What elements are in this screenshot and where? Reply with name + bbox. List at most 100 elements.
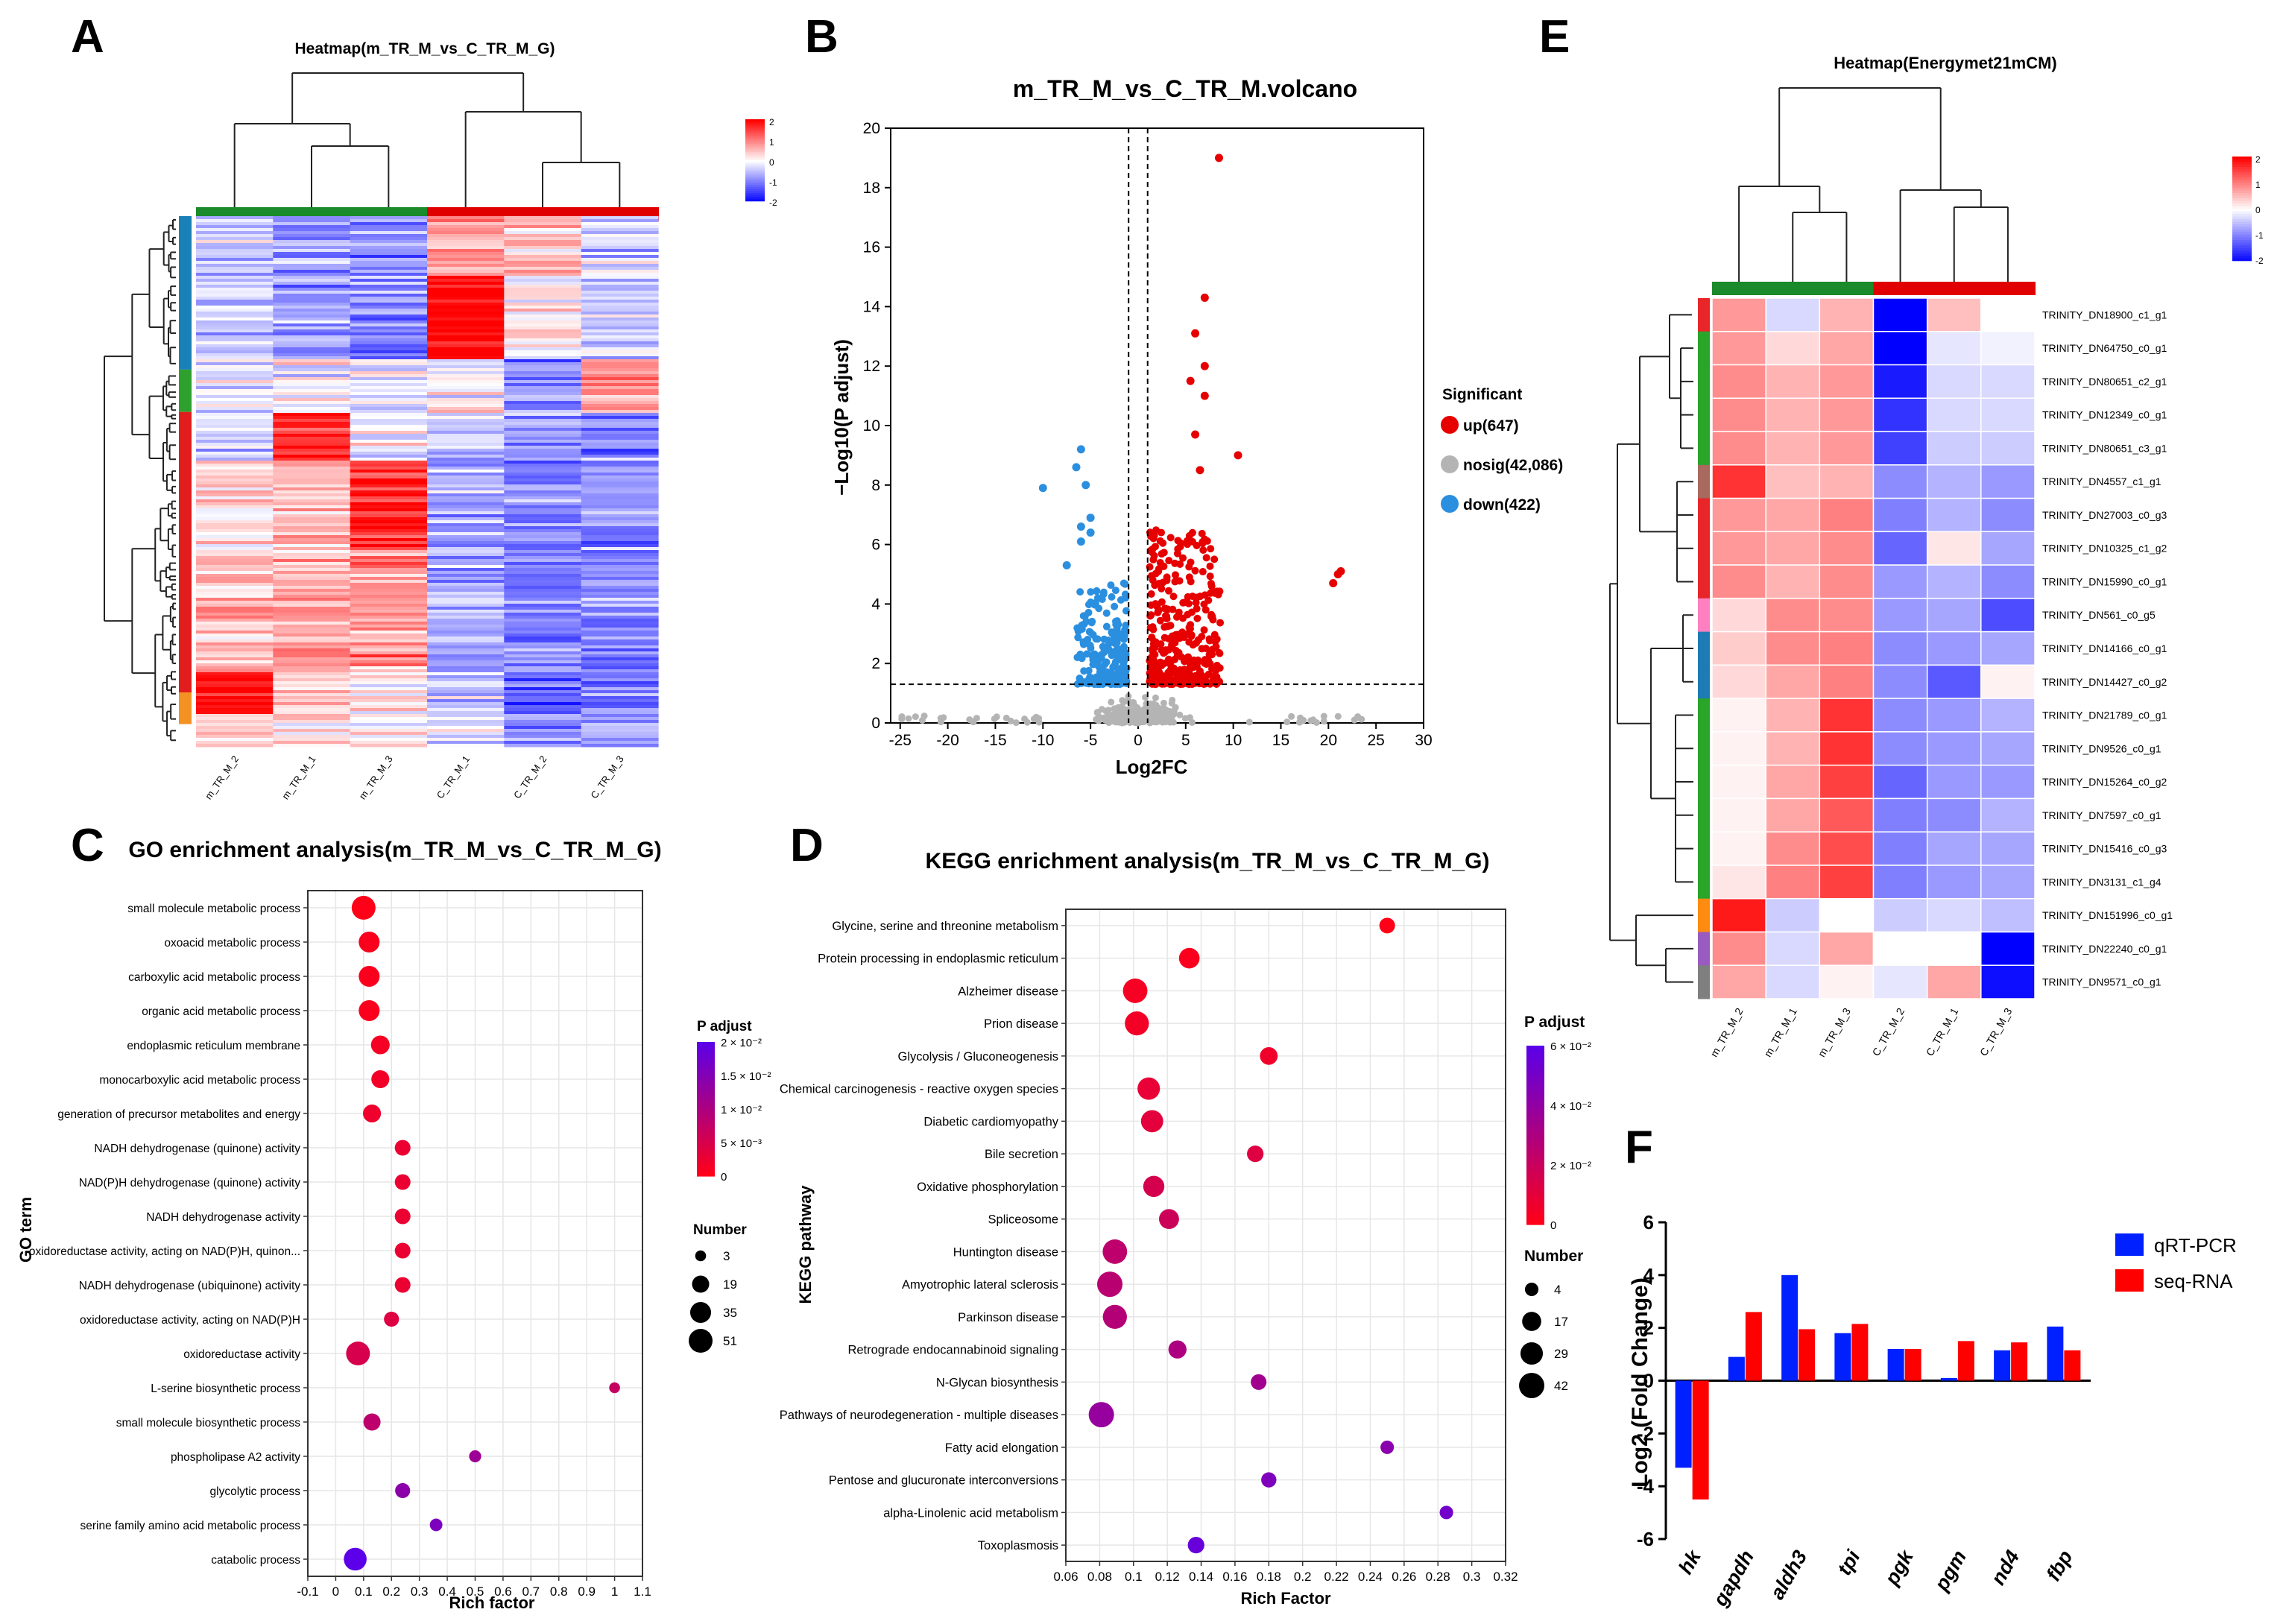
- heatmap-a-cell: [350, 261, 428, 265]
- heatmap-a-cell: [350, 583, 428, 587]
- heatmap-a-cell: [350, 437, 428, 440]
- heatmap-a-cell: [581, 595, 659, 598]
- heatmap-a-cell: [581, 583, 659, 587]
- heatmap-a-cell: [196, 544, 274, 548]
- point-down: [1076, 588, 1084, 596]
- padj-colorbar-segment: [697, 1098, 715, 1101]
- heatmap-a-cell: [196, 398, 274, 402]
- heatmap-a-cell: [581, 410, 659, 414]
- heatmap-a-cell: [273, 687, 351, 691]
- heatmap-a-cell: [196, 216, 274, 220]
- heatmap-a-cell: [350, 741, 428, 745]
- term-dot: [1140, 1110, 1163, 1133]
- heatmap-a-cell: [273, 389, 351, 393]
- heatmap-a-cell: [581, 455, 659, 458]
- heatmap-a-cell: [427, 490, 505, 494]
- heatmap-a-cell: [350, 636, 428, 640]
- term-label: L-serine biosynthetic process: [151, 1383, 300, 1395]
- row-cluster-bar: [179, 411, 192, 692]
- heatmap-a-cell: [196, 347, 274, 351]
- size-legend-dot: [689, 1329, 713, 1353]
- heatmap-a-cell: [196, 285, 274, 288]
- heatmap-a-cell: [350, 413, 428, 417]
- heatmap-e-cell: [1872, 598, 1928, 633]
- size-legend-label: 29: [1554, 1347, 1568, 1361]
- group-bar-cell: [1980, 282, 2036, 295]
- heatmap-a-cell: [427, 628, 505, 631]
- heatmap-a-cell: [196, 329, 274, 333]
- heatmap-a-cell: [504, 222, 582, 226]
- heatmap-a-cell: [196, 502, 274, 506]
- point-up: [1166, 622, 1175, 630]
- bar-seq-RNA: [2064, 1350, 2081, 1381]
- heatmap-a-cell: [196, 323, 274, 327]
- point-nosig: [1160, 704, 1167, 712]
- point-down: [1076, 522, 1085, 531]
- padj-colorbar-segment: [697, 1069, 715, 1072]
- heatmap-a-cell: [504, 326, 582, 330]
- heatmap-a-cell: [350, 315, 428, 318]
- heatmap-a-cell: [581, 371, 659, 375]
- group-bar-cell: [1712, 282, 1767, 295]
- heatmap-a-cell: [350, 628, 428, 631]
- point-nosig: [1245, 718, 1253, 726]
- point-nosig: [1320, 718, 1327, 725]
- heatmap-a-cell: [350, 386, 428, 390]
- padj-colorbar-segment: [697, 1051, 715, 1054]
- heatmap-a-cell: [350, 487, 428, 491]
- heatmap-a-cell: [427, 619, 505, 622]
- heatmap-a-cell: [427, 577, 505, 581]
- gene-label: TRINITY_DN80651_c2_g1: [2042, 376, 2167, 388]
- heatmap-a-cell: [273, 377, 351, 381]
- heatmap-a-cell: [350, 285, 428, 288]
- heatmap-a-cell: [427, 654, 505, 658]
- heatmap-a-cell: [273, 368, 351, 372]
- heatmap-a-cell: [196, 696, 274, 700]
- heatmap-a-cell: [273, 505, 351, 509]
- padj-colorbar-segment: [1526, 1111, 1544, 1115]
- term-dot: [1122, 978, 1148, 1003]
- term-label: serine family amino acid metabolic proce…: [80, 1520, 301, 1532]
- heatmap-e-cell: [1872, 664, 1928, 699]
- bar-legend-label: seq-RNA: [2154, 1270, 2233, 1292]
- term-dot: [1125, 1011, 1149, 1036]
- padj-colorbar-segment: [697, 1163, 715, 1166]
- heatmap-a-cell: [581, 350, 659, 354]
- heatmap-a-cell: [273, 386, 351, 390]
- heatmap-a-cell: [581, 642, 659, 646]
- heatmap-a-cell: [273, 338, 351, 342]
- padj-colorbar-segment: [1526, 1174, 1544, 1178]
- heatmap-a-cell: [427, 461, 505, 464]
- row-cluster-bar: [1698, 731, 1710, 766]
- heatmap-a-cell: [196, 610, 274, 613]
- padj-colorbar-segment: [697, 1134, 715, 1137]
- term-label: Pathways of neurodegeneration - multiple…: [780, 1409, 1058, 1422]
- point-up: [1161, 675, 1169, 683]
- volcano-xlabel: Log2FC: [1116, 756, 1188, 778]
- heatmap-a-cell: [581, 523, 659, 527]
- heatmap-e-cell: [1765, 564, 1821, 599]
- heatmap-a-cell: [427, 744, 505, 748]
- padj-colorbar-segment: [1526, 1117, 1544, 1121]
- heatmap-e-cell: [1819, 598, 1875, 633]
- colorbar-e-tick: 1: [2255, 180, 2261, 190]
- heatmap-a-cell: [427, 565, 505, 569]
- heatmap-a-cell: [350, 619, 428, 622]
- heatmap-e-cell: [1872, 764, 1928, 800]
- point-down: [1073, 654, 1081, 662]
- heatmap-a-cell: [504, 738, 582, 742]
- point-up: [1196, 593, 1204, 601]
- heatmap-a-cell: [350, 452, 428, 455]
- heatmap-a-cell: [504, 484, 582, 488]
- heatmap-a-cell: [196, 484, 274, 488]
- point-up: [1336, 567, 1345, 576]
- heatmap-a-cell: [350, 726, 428, 730]
- heatmap-a-cell: [350, 458, 428, 461]
- heatmap-a-cell: [427, 562, 505, 566]
- heatmap-a-cell: [581, 246, 659, 250]
- heatmap-a-cell: [427, 535, 505, 539]
- dotplot-xtick-label: 0.7: [522, 1584, 540, 1599]
- go-colorbar-title: P adjust: [697, 1019, 752, 1034]
- colorbar-a-segment: [745, 137, 765, 140]
- heatmap-a-cell: [273, 464, 351, 467]
